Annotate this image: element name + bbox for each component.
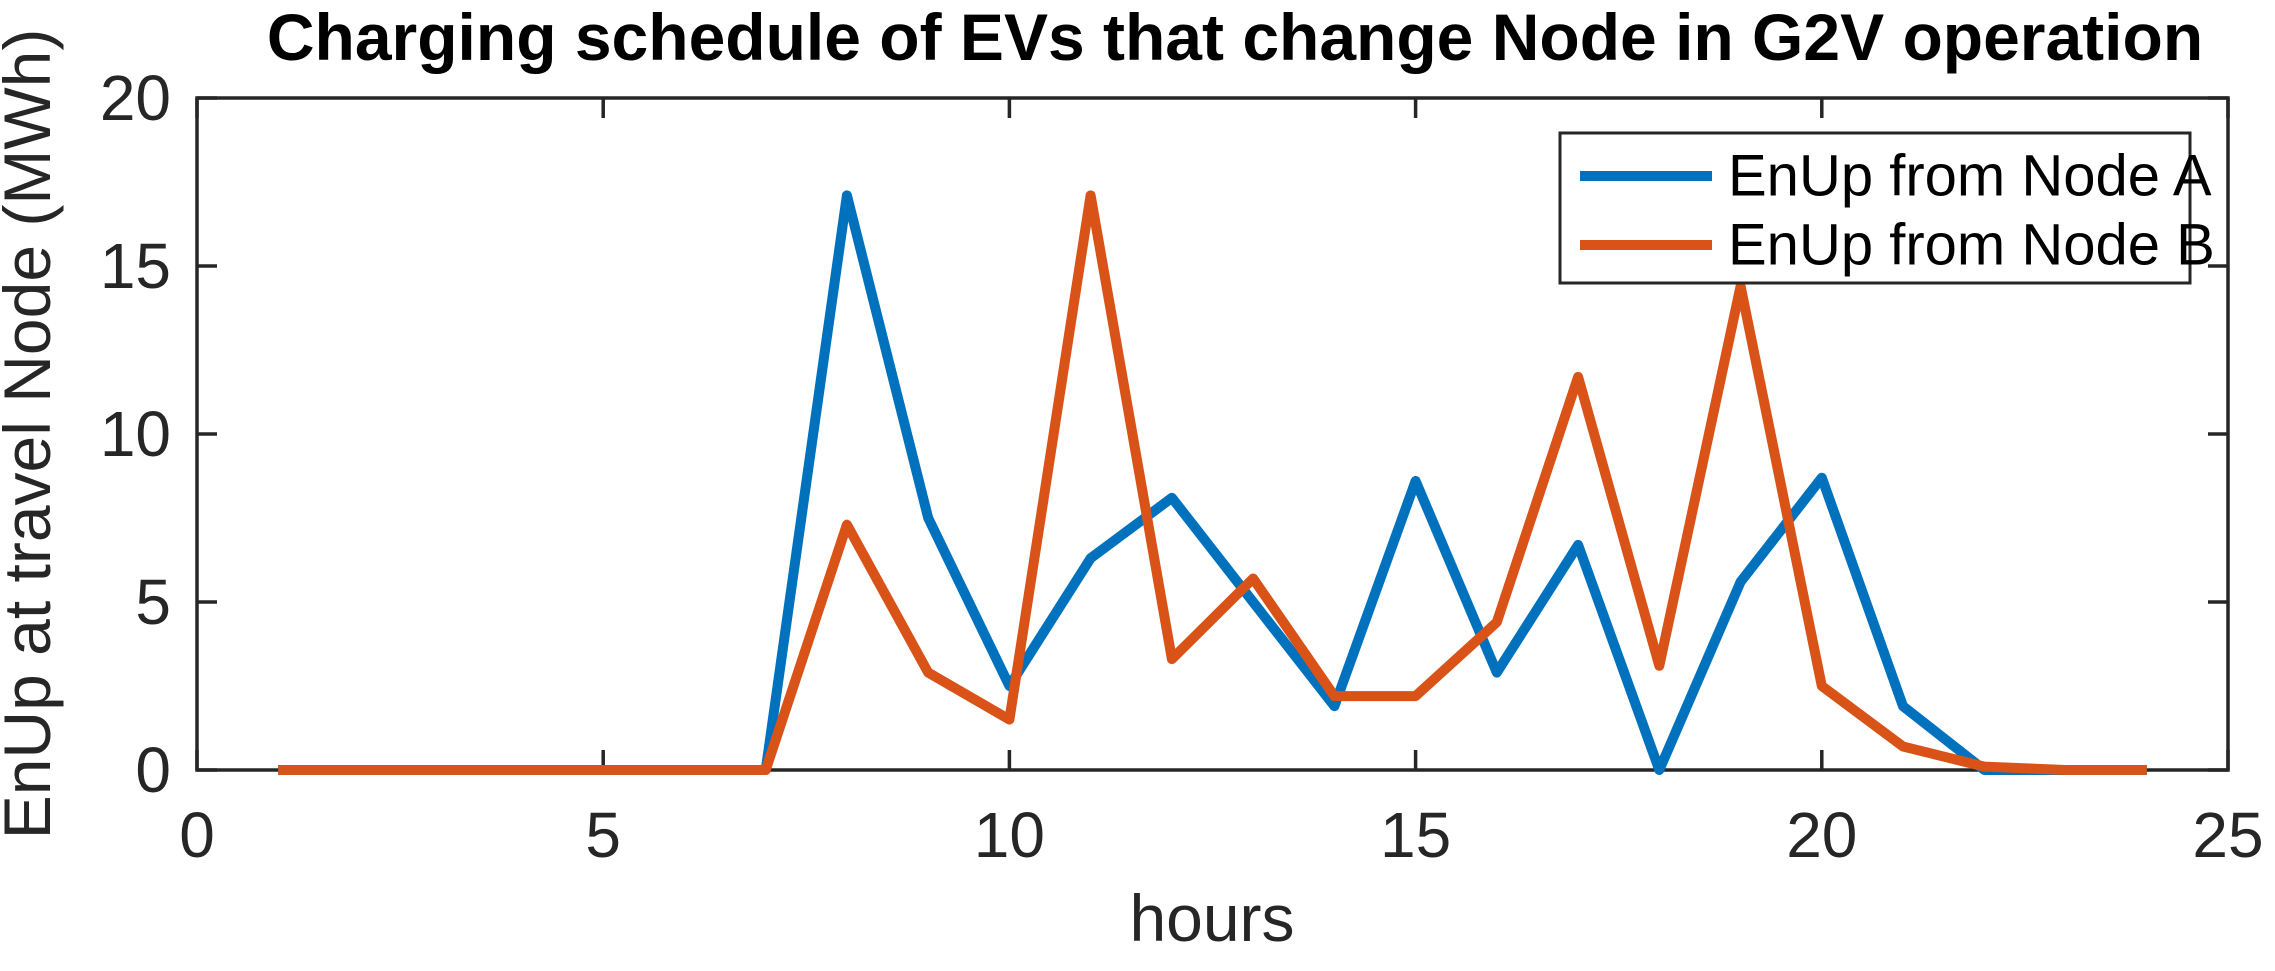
y-tick-label: 0 [135, 734, 171, 806]
legend-label-node-a: EnUp from Node A [1728, 144, 2212, 209]
x-tick-label: 15 [1380, 799, 1451, 871]
legend: EnUp from Node A EnUp from Node B [1558, 131, 2215, 285]
series-line [278, 190, 2147, 775]
x-tick-label: 25 [2192, 799, 2263, 871]
y-tick-label: 5 [135, 566, 171, 638]
x-tick-label: 20 [1786, 799, 1857, 871]
y-axis-label: EnUp at travel Node (MWh) [0, 29, 64, 840]
x-axis-label: hours [1129, 881, 1294, 955]
y-tick-label: 15 [100, 230, 171, 302]
legend-label-node-b: EnUp from Node B [1728, 213, 2215, 278]
x-tick-label: 0 [179, 799, 215, 871]
x-tick-label: 10 [974, 799, 1045, 871]
y-tick-label: 20 [100, 62, 171, 134]
axis-ticks [195, 96, 2230, 772]
y-tick-label: 10 [100, 398, 171, 470]
chart-title: Charging schedule of EVs that change Nod… [267, 0, 2203, 74]
legend-frame [1558, 131, 2192, 285]
x-tick-label: 5 [585, 799, 621, 871]
